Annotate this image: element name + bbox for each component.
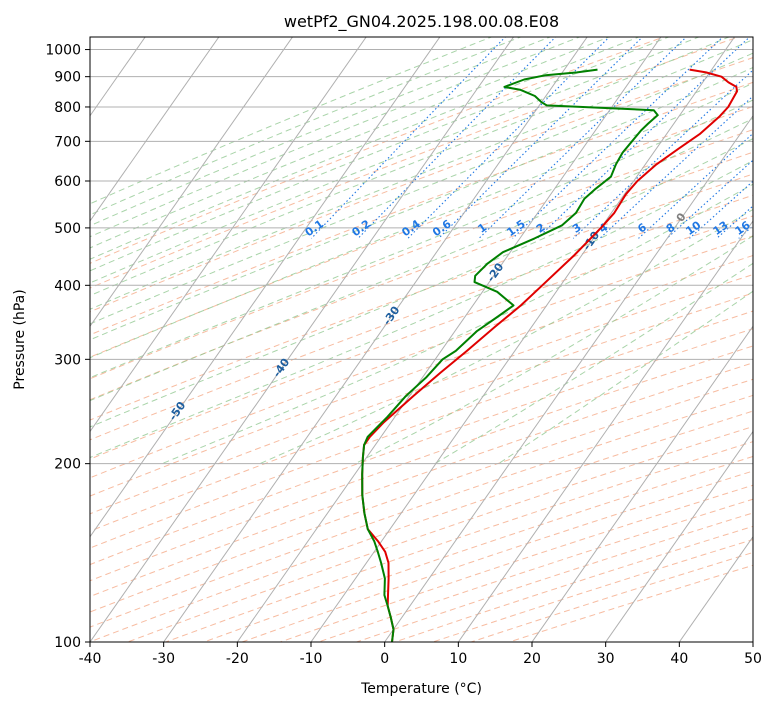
x-tick-label: -10 (300, 651, 323, 667)
mixing-ratio-line (536, 37, 751, 239)
isotherm-line (90, 37, 367, 433)
moist-adiabat-line (90, 37, 581, 238)
x-tick-label: -20 (226, 651, 249, 667)
x-tick-label: -40 (79, 651, 102, 667)
mixing-ratio-line (478, 37, 688, 239)
x-tick-label: 20 (523, 651, 541, 667)
isotherm-line (457, 220, 753, 642)
mixing-ratio-line (512, 37, 724, 239)
moist-adiabat-line (90, 99, 753, 379)
x-tick-label: 30 (597, 651, 615, 667)
y-tick-label: 900 (54, 70, 81, 86)
moist-adiabat-line (90, 37, 701, 284)
dry-adiabat-line (90, 328, 753, 566)
temperature-profile-line (361, 68, 738, 642)
moist-adiabat-line (90, 66, 753, 341)
y-tick-label: 600 (54, 174, 81, 190)
isotherm-line (236, 37, 662, 642)
moist-adiabat-line (259, 208, 753, 465)
x-tick-label: 50 (744, 651, 762, 667)
dry-adiabat-line (90, 37, 666, 264)
y-tick-label: 500 (54, 221, 81, 237)
isotherm-line (310, 37, 736, 642)
plot-frame (89, 36, 754, 643)
dry-adiabat-line (90, 310, 753, 549)
moist-adiabat-line (90, 37, 493, 205)
isotherm-line (90, 37, 441, 538)
y-axis-title: Pressure (hPa) (12, 289, 28, 389)
moist-adiabat-line (90, 52, 753, 325)
x-tick-label: 40 (670, 651, 688, 667)
y-tick-label: 400 (54, 278, 81, 294)
x-tick-label: 10 (449, 651, 467, 667)
moist-adiabat-line (90, 82, 753, 359)
y-tick-label: 800 (54, 100, 81, 116)
mixing-ratio-line (572, 69, 753, 239)
moist-adiabat-line (90, 37, 670, 272)
isotherm-line (90, 37, 294, 328)
y-tick-label: 1000 (45, 43, 81, 59)
x-tick-label: -30 (152, 651, 175, 667)
moist-adiabat-line (434, 262, 753, 465)
x-tick-label: 0 (380, 651, 389, 667)
isotherm-line (90, 37, 220, 222)
moist-adiabat-line (354, 235, 753, 465)
isotherm-line (384, 114, 753, 642)
axes: -40 -30 -20 -10 0 10 20 30 40 50 1000 900 800 700 600 5… (45, 43, 762, 667)
isotherm-line (678, 535, 753, 642)
dry-adiabat-line (90, 362, 753, 598)
dry-adiabat-line (90, 235, 753, 479)
moist-adiabat-line (90, 37, 611, 249)
isotherm-line (531, 325, 753, 642)
moist-adiabat-line (90, 37, 731, 297)
isotherm-line (163, 37, 588, 642)
mixing-ratio-line (357, 37, 557, 239)
mixing-ratio-line (438, 37, 644, 239)
y-tick-label: 200 (54, 457, 81, 473)
moist-adiabat-line (90, 37, 552, 227)
mixing-ratio-line (599, 95, 753, 239)
dry-adiabat-line (90, 173, 753, 421)
isotherm-line (605, 430, 753, 642)
moist-adiabat-line (498, 290, 753, 465)
moist-adiabat-line (90, 159, 753, 459)
isotherm-line (90, 37, 515, 642)
y-tick-label: 300 (54, 352, 81, 368)
moist-adiabat-line (90, 117, 753, 402)
moist-adiabat-line (90, 37, 641, 260)
y-tick-label: 100 (54, 635, 81, 651)
chart-title: wetPf2_GN04.2025.198.00.08.E08 (284, 12, 559, 32)
y-tick-label: 700 (54, 134, 81, 150)
dry-adiabat-line (90, 274, 753, 515)
x-axis-title: Temperature (°C) (360, 681, 482, 697)
plot-area: -100-90-80-70-60-50-40-30-20-10010203040… (90, 37, 753, 642)
moist-adiabat-line (90, 37, 522, 216)
dewpoint-profile-line (361, 68, 659, 642)
dry-adiabat-line (90, 215, 753, 460)
mixing-ratio-line (666, 159, 753, 239)
